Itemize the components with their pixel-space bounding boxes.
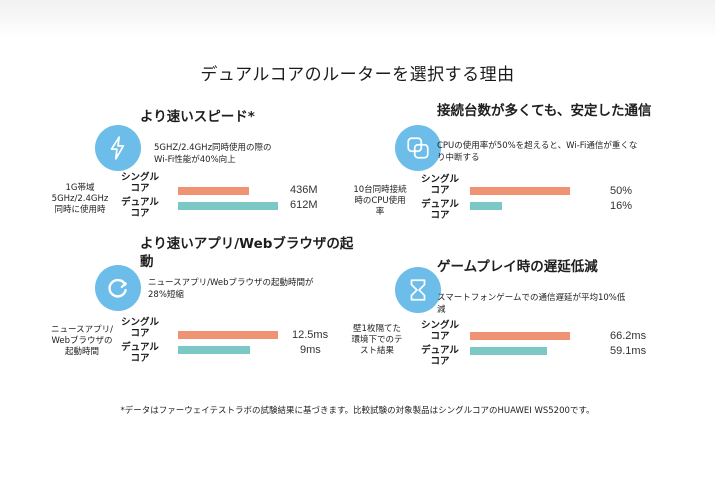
title-line: 動: [140, 254, 154, 270]
footnote: *データはファーウェイテストラボの試験結果に基づきます。比較試験の対象製品はシン…: [120, 406, 595, 416]
single-core-label: シングル コア: [420, 320, 460, 342]
single-core-label: シングル コア: [120, 172, 160, 194]
legend-line: デュアル: [421, 199, 459, 210]
panel-game-latency: ゲームプレイ時の遅延低減 スマートフォンゲームでの通信遅延が平均10%低 減 壁…: [340, 250, 660, 390]
dual-core-label: デュアル コア: [420, 345, 460, 367]
desc-line: ニュースアプリ/Webブラウザの起動時間が: [148, 278, 314, 288]
panel-title: より速いスピード*: [140, 109, 255, 125]
hourglass-icon: [395, 267, 441, 313]
desc-line: CPUの使用率が50%を超えると、Wi-Fi通信が重くな: [437, 141, 638, 151]
row-label-line: 同時に使用時: [54, 205, 106, 215]
dual-core-value: 59.1ms: [610, 345, 647, 357]
legend-line: シングル: [420, 174, 459, 185]
page-title: デュアルコアのルーターを選択する理由: [200, 65, 515, 85]
dual-core-label: デュアル コア: [120, 197, 160, 219]
refresh-icon: [95, 265, 141, 311]
panel-title: より速いアプリ/Webブラウザの起 動: [140, 235, 353, 271]
title-line: より速いアプリ/Webブラウザの起: [140, 236, 354, 252]
row-label-line: Webブラウザの: [51, 336, 113, 346]
dual-core-value: 612M: [290, 199, 318, 211]
desc-line: 28%短縮: [148, 290, 184, 300]
dual-core-bar: [178, 346, 250, 354]
row-label: 1G帯域 5GHz/2.4GHz 同時に使用時: [45, 183, 115, 216]
single-core-value: 436M: [290, 184, 318, 196]
single-core-bar: [178, 331, 278, 339]
panel-description: ニュースアプリ/Webブラウザの起動時間が 28%短縮: [148, 277, 313, 301]
single-core-value: 12.5ms: [292, 329, 329, 341]
legend-line: デュアル: [421, 345, 459, 356]
single-core-bar: [470, 187, 570, 195]
row-label-line: 時のCPU使用: [354, 196, 406, 206]
dual-core-value: 9ms: [300, 344, 321, 356]
dual-core-label: デュアル コア: [420, 199, 460, 221]
panel-stability: 接続台数が多くても、安定した通信 CPUの使用率が50%を超えると、Wi-Fi通…: [340, 100, 660, 240]
single-core-value: 66.2ms: [610, 330, 647, 342]
row-label-line: スト結果: [359, 346, 394, 356]
row-label: 壁1枚隔てた 環境下でのテ スト結果: [342, 324, 412, 357]
desc-line: 減: [437, 305, 446, 315]
overlapping-squares-icon: [395, 125, 441, 171]
row-label: 10台同時接続 時のCPU使用 率: [345, 185, 415, 218]
row-label: ニュースアプリ/ Webブラウザの 起動時間: [47, 325, 117, 358]
single-core-label: シングル コア: [420, 174, 460, 196]
legend-line: シングル: [120, 317, 159, 328]
legend-line: コア: [430, 356, 450, 367]
panel-title: ゲームプレイ時の遅延低減: [437, 259, 598, 275]
row-label-line: ニュースアプリ/: [51, 325, 113, 335]
panel-description: 5GHZ/2.4GHz同時使用の際の Wi-Fi性能が40%向上: [154, 142, 272, 166]
dual-core-bar: [178, 202, 278, 210]
dual-core-label: デュアル コア: [120, 342, 160, 364]
panel-speed: より速いスピード* 5GHZ/2.4GHz同時使用の際の Wi-Fi性能が40%…: [40, 100, 360, 240]
single-core-bar: [178, 187, 249, 195]
dual-core-bar: [470, 347, 547, 355]
legend-line: デュアル: [121, 197, 159, 208]
legend-line: コア: [430, 210, 450, 221]
row-label-line: 壁1枚隔てた: [353, 324, 401, 334]
top-band: [0, 0, 715, 40]
desc-line: スマートフォンゲームでの通信遅延が平均10%低: [437, 293, 626, 303]
row-label-line: 10台同時接続: [353, 185, 407, 195]
dual-core-bar: [470, 202, 502, 210]
legend-line: コア: [130, 328, 150, 339]
single-core-label: シングル コア: [120, 317, 160, 339]
legend-line: デュアル: [121, 342, 159, 353]
panel-title: 接続台数が多くても、安定した通信: [437, 103, 652, 119]
desc-line: り中断する: [437, 153, 480, 163]
row-label-line: 起動時間: [64, 347, 99, 357]
single-core-bar: [470, 332, 570, 340]
legend-line: コア: [430, 185, 450, 196]
row-label-line: 率: [375, 207, 385, 217]
row-label-line: 環境下でのテ: [351, 335, 403, 345]
legend-line: コア: [430, 331, 450, 342]
dual-core-value: 16%: [610, 200, 633, 212]
row-label-line: 5GHz/2.4GHz: [51, 194, 109, 204]
legend-line: シングル: [420, 320, 459, 331]
legend-line: コア: [130, 353, 150, 364]
panel-description: スマートフォンゲームでの通信遅延が平均10%低 減: [437, 292, 625, 316]
panel-app-launch: より速いアプリ/Webブラウザの起 動 ニュースアプリ/Webブラウザの起動時間…: [40, 235, 360, 375]
row-label-line: 1G帯域: [65, 183, 95, 193]
legend-line: コア: [130, 208, 150, 219]
lightning-icon: [95, 125, 141, 171]
desc-line: Wi-Fi性能が40%向上: [154, 155, 236, 165]
single-core-value: 50%: [610, 185, 633, 197]
desc-line: 5GHZ/2.4GHz同時使用の際の: [154, 143, 272, 153]
legend-line: コア: [130, 183, 150, 194]
panel-description: CPUの使用率が50%を超えると、Wi-Fi通信が重くな り中断する: [437, 140, 637, 164]
legend-line: シングル: [120, 172, 159, 183]
